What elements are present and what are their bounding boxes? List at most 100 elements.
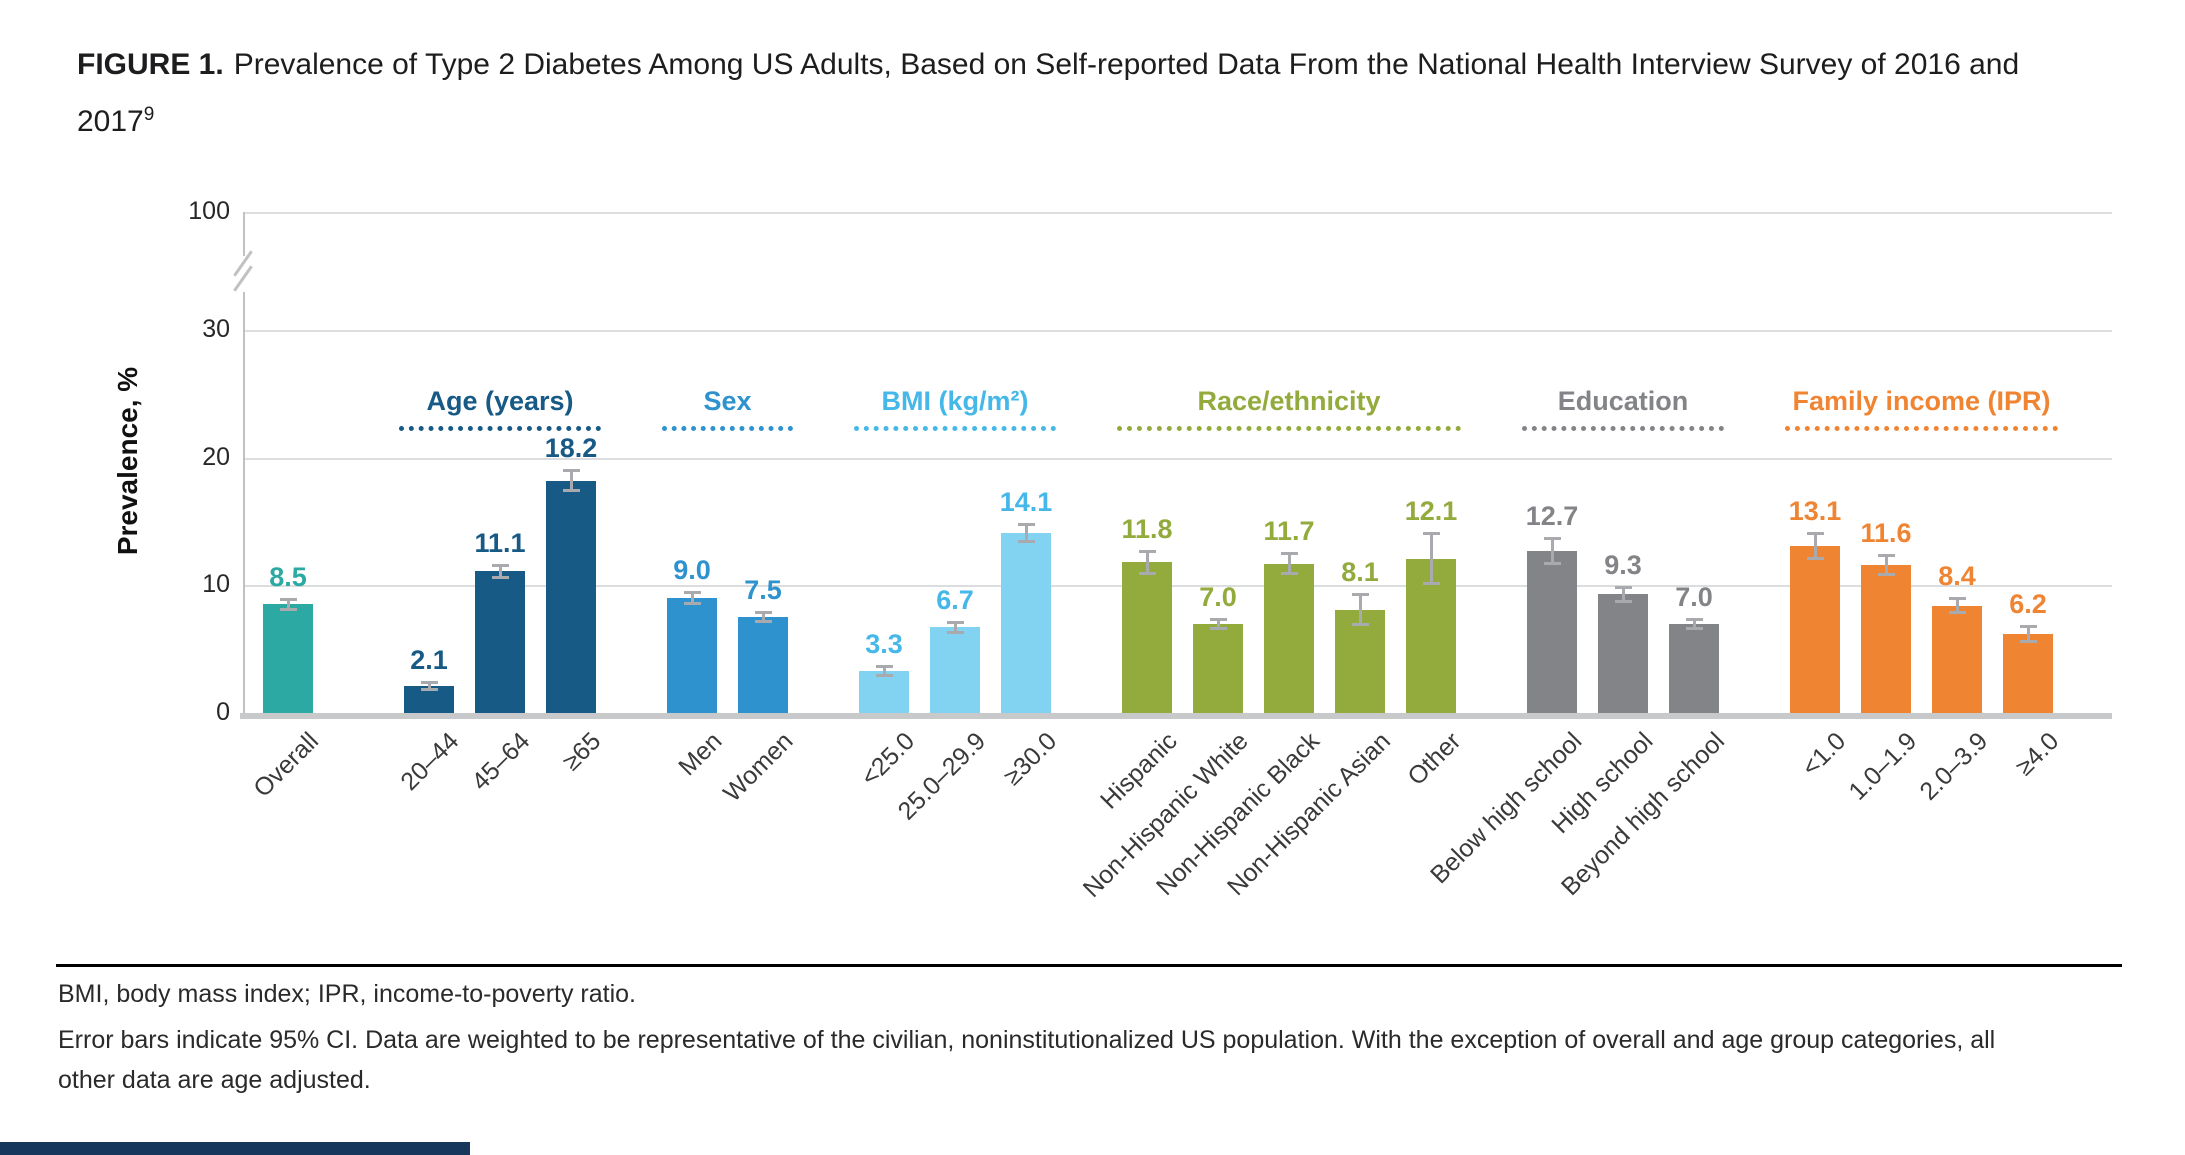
error-bar-cap [563,469,580,473]
x-category-label: 20–44 [395,727,465,796]
bar-value-label: 6.7 [936,585,974,616]
group-header-age-years-: Age (years) [399,386,601,431]
x-category-label: <1.0 [1796,727,1851,782]
gridline-10 [244,585,2112,588]
error-bar [1025,524,1028,542]
bar-value-label: 14.1 [999,487,1053,518]
figure-title-text: Prevalence of Type 2 Diabetes Among US A… [77,48,2020,138]
bar-value-label: 7.0 [1199,581,1237,612]
y-axis-line-upper [243,212,245,256]
x-category-label: 45–64 [466,727,536,796]
error-bar-cap [684,602,701,606]
error-bar-cap [1949,597,1966,601]
bar-value-label: 3.3 [865,628,903,659]
bar-value-label: 8.4 [1938,561,1976,592]
error-bar-cap [2020,639,2037,643]
figure-citation-superscript: 9 [143,104,155,125]
error-bar-cap [1878,573,1895,577]
error-bar [883,665,886,676]
error-bar-cap [2020,625,2037,629]
error-bar [1885,554,1888,576]
error-bar-cap [755,611,772,615]
x-category-label: Women [718,727,799,808]
error-bar [1814,532,1817,559]
gridline-30 [244,329,2112,332]
bar-value-label: 7.5 [744,575,782,606]
error-bar-cap [1210,617,1227,621]
error-bar-cap [1352,593,1369,597]
error-bar-cap [1281,571,1298,575]
error-bar-cap [1878,553,1895,557]
error-bar-cap [280,607,297,611]
bar--30-0 [1001,532,1051,713]
bar-men [667,598,717,713]
error-bar [1430,532,1433,585]
y-tick-label-30: 30 [202,314,230,343]
error-bar-cap [1018,539,1035,543]
bar-value-label: 18.2 [544,433,598,464]
bar-value-label: 9.0 [673,554,711,585]
bar-value-label: 9.3 [1604,549,1642,580]
bottom-accent-bar [0,1142,470,1155]
bar-2-0-3-9 [1932,605,1982,713]
x-category-label: 1.0–1.9 [1843,727,1922,806]
bar-value-label: 11.6 [1860,517,1912,548]
error-bar-cap [1210,626,1227,630]
x-category-label: Overall [248,727,324,803]
error-bar [1956,598,1959,614]
error-bar [1622,586,1625,602]
error-bar [2027,626,2030,642]
x-category-label: Other [1402,727,1467,792]
x-category-label: 2.0–3.9 [1914,727,1993,806]
x-category-label: ≥65 [557,727,607,777]
bar-beyond-high-school [1669,623,1719,713]
error-bar-cap [684,590,701,594]
y-tick-label-20: 20 [202,442,230,471]
error-bar-cap [1281,552,1298,556]
x-category-label: <25.0 [855,727,920,792]
error-bar-cap [1423,582,1440,586]
error-bar [287,599,290,610]
y-tick-label-100: 100 [188,197,230,225]
group-header-sex: Sex [662,386,793,431]
bar--4-0 [2003,633,2053,713]
bar-below-high-school [1527,550,1577,713]
error-bar-cap [421,688,438,692]
bar-non-hispanic-asian [1335,609,1385,713]
x-axis-baseline [240,713,2112,719]
error-bar-cap [947,621,964,625]
bar-overall [263,604,313,713]
error-bar [1217,618,1220,629]
error-bar [1693,618,1696,629]
bar-value-label: 11.1 [474,527,526,558]
gridline-100 [244,212,2112,214]
bar-value-label: 8.5 [269,562,307,593]
y-tick-label-0: 0 [216,698,230,726]
x-category-label: ≥4.0 [2009,727,2064,782]
bar-value-label: 12.7 [1525,501,1579,532]
error-bar-cap [876,664,893,668]
bar--1-0 [1790,545,1840,713]
error-bar-cap [876,673,893,677]
bar-non-hispanic-black [1264,563,1314,713]
error-bar [762,612,765,623]
figure-label: FIGURE 1. [77,48,224,81]
bar-value-label: 13.1 [1788,495,1842,526]
group-header-race-ethnicity: Race/ethnicity [1117,386,1461,431]
bar-45-64 [475,571,525,713]
error-bar-cap [1686,626,1703,630]
error-bar-cap [947,630,964,634]
footnote-note: Error bars indicate 95% CI. Data are wei… [58,1026,1996,1094]
error-bar-cap [1615,585,1632,589]
error-bar-cap [492,575,509,579]
error-bar-cap [1807,531,1824,535]
bar-women [738,617,788,713]
bar-hispanic [1122,562,1172,713]
gridline-20 [244,457,2112,460]
error-bar-cap [1139,549,1156,553]
error-bar-cap [280,598,297,602]
error-bar [691,591,694,605]
figure-title: FIGURE 1. Prevalence of Type 2 Diabetes A… [77,40,2057,147]
bar-value-label: 7.0 [1675,581,1713,612]
